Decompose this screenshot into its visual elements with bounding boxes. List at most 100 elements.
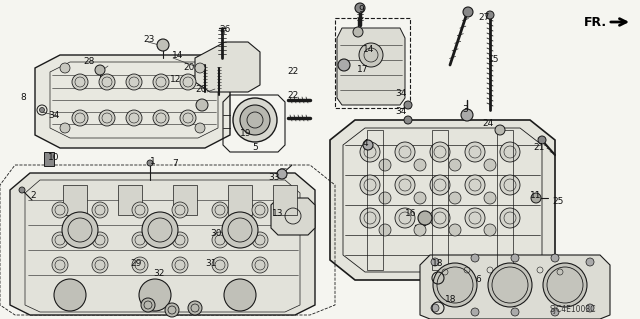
Circle shape [586,258,594,266]
Circle shape [471,308,479,316]
Circle shape [72,74,88,90]
Circle shape [359,43,383,67]
Text: 22: 22 [287,68,298,77]
Circle shape [465,208,485,228]
Circle shape [195,63,205,73]
Circle shape [212,202,228,218]
Text: 8: 8 [20,93,26,101]
Text: 25: 25 [552,197,563,206]
Circle shape [132,232,148,248]
Text: 9: 9 [358,5,364,14]
Circle shape [188,301,202,315]
Circle shape [172,232,188,248]
Text: 34: 34 [395,108,406,116]
Circle shape [511,308,519,316]
Text: 10: 10 [48,152,60,161]
Circle shape [551,308,559,316]
Circle shape [157,39,169,51]
Circle shape [153,74,169,90]
Circle shape [500,175,520,195]
Bar [497,130,513,270]
Bar [432,130,448,270]
Circle shape [379,159,391,171]
Circle shape [414,159,426,171]
Circle shape [449,192,461,204]
Text: 12: 12 [170,76,181,85]
Text: 16: 16 [405,210,417,219]
Circle shape [363,140,373,150]
Polygon shape [10,173,315,315]
Circle shape [433,263,477,307]
Text: 13: 13 [272,209,284,218]
Circle shape [430,175,450,195]
Circle shape [500,208,520,228]
Circle shape [395,208,415,228]
Circle shape [196,99,208,111]
Text: 32: 32 [153,269,164,278]
Circle shape [543,263,587,307]
Text: 23: 23 [143,35,154,44]
Circle shape [531,193,541,203]
Circle shape [19,187,25,193]
Circle shape [212,232,228,248]
Circle shape [465,175,485,195]
Text: 5: 5 [252,143,258,152]
Circle shape [488,263,532,307]
Circle shape [147,160,153,166]
Circle shape [172,257,188,273]
Circle shape [486,11,494,19]
Circle shape [233,98,277,142]
Text: 29: 29 [130,259,141,269]
Circle shape [252,257,268,273]
Circle shape [449,224,461,236]
Polygon shape [35,55,230,148]
Circle shape [126,74,142,90]
Text: 27: 27 [478,13,490,23]
Text: 2: 2 [30,190,36,199]
Text: 33: 33 [268,173,280,182]
Circle shape [92,232,108,248]
Bar [228,185,252,215]
Text: 3: 3 [462,106,468,115]
Circle shape [414,192,426,204]
Circle shape [95,65,105,75]
Text: 4: 4 [363,138,369,147]
Text: 22: 22 [287,92,298,100]
Circle shape [60,123,70,133]
Circle shape [126,110,142,126]
Polygon shape [330,120,555,280]
Text: 14: 14 [363,46,374,55]
Circle shape [52,202,68,218]
Circle shape [431,258,439,266]
Text: 34: 34 [48,110,60,120]
Circle shape [99,74,115,90]
Circle shape [538,136,546,144]
Text: 18: 18 [445,294,456,303]
Text: 1: 1 [150,158,156,167]
Circle shape [212,257,228,273]
Circle shape [484,224,496,236]
Circle shape [471,254,479,262]
Circle shape [54,279,86,311]
Bar [173,185,197,215]
Bar [118,185,142,215]
Circle shape [252,232,268,248]
Circle shape [180,74,196,90]
Circle shape [139,279,171,311]
Circle shape [360,208,380,228]
Circle shape [418,211,432,225]
Circle shape [132,257,148,273]
Text: 17: 17 [357,65,369,75]
Circle shape [461,109,473,121]
Circle shape [165,303,179,317]
Circle shape [72,110,88,126]
Polygon shape [271,198,315,235]
Circle shape [431,304,439,312]
Circle shape [463,7,473,17]
Polygon shape [337,28,405,105]
Circle shape [180,110,196,126]
Circle shape [484,192,496,204]
Circle shape [222,212,258,248]
Text: 31: 31 [205,259,216,269]
Circle shape [511,254,519,262]
